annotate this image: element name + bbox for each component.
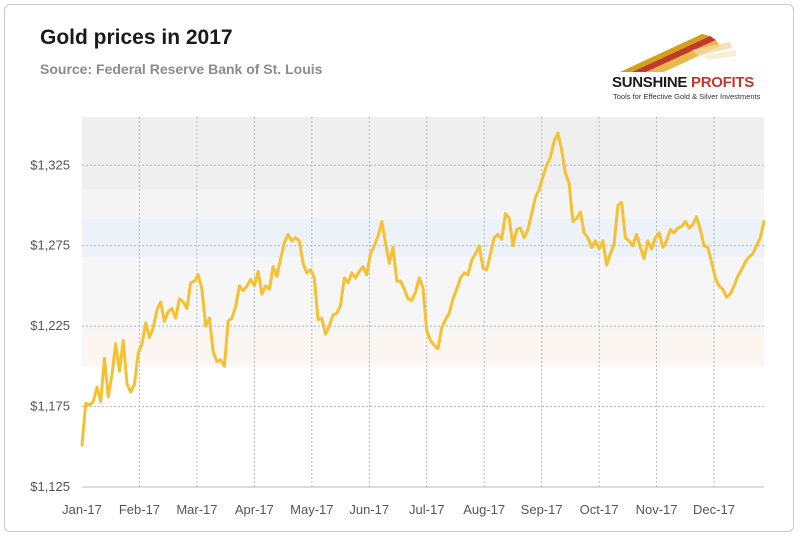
background-bands bbox=[82, 117, 764, 367]
y-tick-label: $1,275 bbox=[30, 238, 70, 253]
x-axis-ticks: Jan-17 Feb-17 Mar-17 Apr-17 May-17 Jun-17 Jul-… bbox=[62, 502, 735, 517]
x-tick-label: Sep-17 bbox=[521, 502, 563, 517]
chart-title: Gold prices in 2017 bbox=[40, 26, 233, 49]
grid-lines bbox=[82, 117, 764, 488]
x-tick-label: Feb-17 bbox=[119, 502, 160, 517]
y-axis-ticks: $1,125 $1,175 $1,225 $1,275 $1,325 bbox=[30, 157, 70, 494]
x-tick-label: Nov-17 bbox=[636, 502, 678, 517]
y-tick-label: $1,225 bbox=[30, 318, 70, 333]
chart-subtitle: Source: Federal Reserve Bank of St. Loui… bbox=[40, 61, 323, 77]
x-tick-label: May-17 bbox=[290, 502, 333, 517]
background-band bbox=[82, 218, 764, 257]
y-tick-label: $1,325 bbox=[30, 157, 70, 172]
x-tick-label: Jan-17 bbox=[62, 502, 102, 517]
y-tick-label: $1,175 bbox=[30, 399, 70, 414]
x-tick-label: Mar-17 bbox=[176, 502, 217, 517]
x-tick-label: Apr-17 bbox=[235, 502, 274, 517]
sun-rays-icon bbox=[620, 34, 736, 72]
logo-name-main: SUNSHINE bbox=[612, 74, 688, 91]
x-tick-label: Dec-17 bbox=[693, 502, 735, 517]
x-tick-label: Jun-17 bbox=[349, 502, 389, 517]
background-band bbox=[82, 189, 764, 219]
background-band bbox=[82, 330, 764, 367]
logo-tagline: Tools for Effective Gold & Silver Invest… bbox=[613, 92, 761, 101]
logo-name-accent: PROFITS bbox=[691, 74, 754, 91]
logo-wordmark: SUNSHINE PROFITS bbox=[612, 74, 754, 91]
sunshine-profits-logo: SUNSHINE PROFITS Tools for Effective Gol… bbox=[612, 28, 772, 108]
x-tick-label: Aug-17 bbox=[463, 502, 505, 517]
x-tick-label: Jul-17 bbox=[409, 502, 444, 517]
y-tick-label: $1,125 bbox=[30, 479, 70, 494]
background-band bbox=[82, 117, 764, 190]
x-tick-label: Oct-17 bbox=[580, 502, 619, 517]
gold-price-line bbox=[80, 131, 766, 447]
